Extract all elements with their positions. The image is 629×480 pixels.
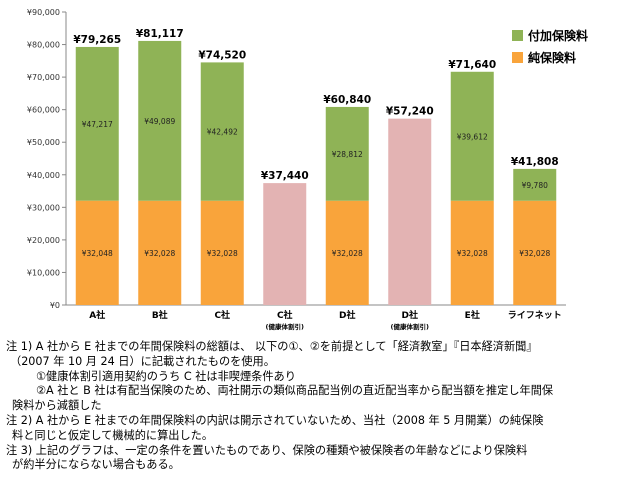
x-tick-sublabel: (健康体割引) <box>266 322 304 331</box>
total-value-label: ¥60,840 <box>323 94 371 106</box>
segment-value-label: ¥32,028 <box>207 249 238 258</box>
bar-segment <box>450 71 494 201</box>
total-value-label: ¥71,640 <box>448 59 496 71</box>
total-value-label: ¥79,265 <box>73 34 121 46</box>
bar-segment <box>325 200 369 305</box>
legend-label: 付加保険料 <box>528 28 589 43</box>
segment-value-label: ¥32,028 <box>457 249 488 258</box>
y-tick-label: ¥10,000 <box>27 268 60 277</box>
bar-segment <box>200 62 244 201</box>
note-line: ①健康体割引適用契約のうち C 社は非喫煙条件あり <box>36 369 296 383</box>
bar-segment <box>513 168 557 201</box>
bar-segment <box>263 183 307 305</box>
x-tick-label: B社 <box>152 309 168 321</box>
y-tick-label: ¥0 <box>50 301 60 310</box>
segment-value-label: ¥39,612 <box>457 132 488 141</box>
bar-segment <box>138 40 182 201</box>
legend-swatch-orange <box>512 51 523 63</box>
segment-value-label: ¥32,028 <box>144 249 175 258</box>
y-tick-label: ¥20,000 <box>27 236 60 245</box>
x-tick-sublabel: (健康体割引) <box>391 322 429 331</box>
segment-value-label: ¥28,812 <box>332 150 363 159</box>
x-tick-label: ライフネット <box>508 310 562 321</box>
segment-value-label: ¥9,780 <box>522 181 548 190</box>
legend-item-pure-premium: 純保険料 <box>512 46 622 68</box>
bar-segment <box>388 118 432 305</box>
x-tick-label: C社 <box>277 309 293 321</box>
bar-segment <box>75 200 119 305</box>
y-tick-label: ¥60,000 <box>27 106 60 115</box>
bar-segment <box>325 106 369 201</box>
note-line: 注 3) 上記のグラフは、一定の条件を置いたものであり、保険の種類や被保険者の年… <box>6 443 528 457</box>
y-tick-label: ¥30,000 <box>27 203 60 212</box>
note-line: 険料から減額した <box>12 399 102 413</box>
y-tick-label: ¥90,000 <box>27 8 60 17</box>
legend-item-additional-premium: 付加保険料 <box>512 24 622 46</box>
chart-legend: 付加保険料 純保険料 <box>512 24 622 68</box>
segment-value-label: ¥32,048 <box>82 249 113 258</box>
total-value-label: ¥57,240 <box>386 106 434 118</box>
bar-segment <box>450 200 494 305</box>
x-tick-label: D社 <box>339 309 355 321</box>
x-tick-label: E社 <box>465 309 480 321</box>
y-tick-label: ¥40,000 <box>27 171 60 180</box>
segment-value-label: ¥47,217 <box>82 120 113 129</box>
note-line: 料と同じと仮定して機械的に算出した。 <box>12 428 214 442</box>
note-line: 注 1) A 社から E 社までの年間保険料の総額は、 以下の①、②を前提として… <box>6 340 538 353</box>
total-value-label: ¥74,520 <box>198 49 246 61</box>
bar-segment <box>75 46 119 201</box>
y-tick-label: ¥80,000 <box>27 41 60 50</box>
note-line: 注 2) A 社から E 社までの年間保険料の内訳は開示されていないため、当社（… <box>6 413 544 427</box>
y-tick-label: ¥70,000 <box>27 73 60 82</box>
x-tick-label: A社 <box>89 309 105 321</box>
y-tick-label: ¥50,000 <box>27 138 60 147</box>
total-value-label: ¥81,117 <box>136 28 184 40</box>
segment-value-label: ¥32,028 <box>332 249 363 258</box>
note-line: ②A 社と B 社は有配当保険のため、両社開示の類似商品配当例の直近配当率から配… <box>36 384 554 398</box>
legend-swatch-green <box>512 29 523 41</box>
legend-label: 純保険料 <box>528 50 577 65</box>
bar-segment <box>200 200 244 305</box>
stacked-bar-chart: ¥0 ¥10,000 ¥20,000 ¥30,000 ¥40,000 ¥50,000 ¥60… <box>27 8 566 331</box>
bar-segment <box>138 200 182 305</box>
segment-value-label: ¥42,492 <box>207 128 238 137</box>
bar-segment <box>513 200 557 305</box>
segment-value-label: ¥32,028 <box>519 249 550 258</box>
x-tick-label: C社 <box>214 309 230 321</box>
total-value-label: ¥37,440 <box>261 170 309 182</box>
footnotes: 注 1) A 社から E 社までの年間保険料の総額は、 以下の①、②を前提として… <box>6 340 626 473</box>
note-line: （2007 年 10 月 24 日）に記載されたものを使用。 <box>10 354 275 368</box>
x-tick-label: D社 <box>402 309 418 321</box>
total-value-label: ¥41,808 <box>511 156 559 168</box>
segment-value-label: ¥49,089 <box>144 117 175 126</box>
note-line: が約半分にならない場合もある。 <box>12 458 180 472</box>
